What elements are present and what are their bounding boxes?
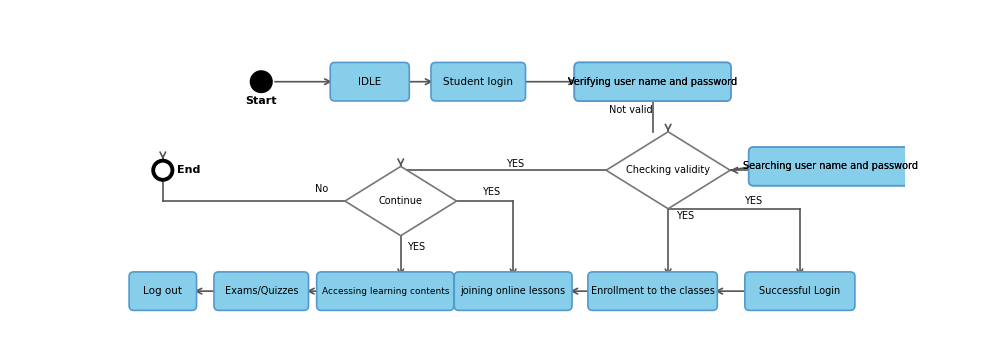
Text: Verifying user name and password: Verifying user name and password (568, 77, 738, 87)
Polygon shape (606, 132, 730, 209)
Text: End: End (177, 165, 200, 175)
FancyBboxPatch shape (745, 272, 855, 310)
Text: YES: YES (745, 196, 763, 206)
Circle shape (250, 71, 272, 93)
Text: joining online lessons: joining online lessons (460, 286, 566, 296)
Text: YES: YES (407, 242, 425, 252)
Text: Not valid: Not valid (609, 105, 652, 115)
FancyBboxPatch shape (749, 147, 913, 186)
Text: Successful Login: Successful Login (759, 286, 840, 296)
Text: YES: YES (482, 187, 500, 197)
Polygon shape (345, 166, 456, 236)
Text: Searching user name and password: Searching user name and password (744, 161, 919, 171)
FancyBboxPatch shape (331, 62, 409, 101)
Circle shape (156, 163, 170, 177)
Circle shape (152, 159, 174, 181)
FancyBboxPatch shape (574, 62, 731, 101)
Text: Log out: Log out (144, 286, 182, 296)
Text: Accessing learning contents: Accessing learning contents (322, 287, 449, 296)
FancyBboxPatch shape (129, 272, 197, 310)
Text: Start: Start (245, 95, 277, 105)
FancyBboxPatch shape (317, 272, 454, 310)
Text: Continue: Continue (379, 196, 423, 206)
FancyBboxPatch shape (588, 272, 718, 310)
FancyBboxPatch shape (574, 62, 731, 101)
Text: YES: YES (506, 159, 524, 169)
FancyBboxPatch shape (454, 272, 572, 310)
Text: YES: YES (676, 211, 694, 221)
Text: Enrollment to the classes: Enrollment to the classes (591, 286, 715, 296)
Text: Exams/Quizzes: Exams/Quizzes (224, 286, 298, 296)
Text: Checking validity: Checking validity (626, 165, 711, 175)
FancyBboxPatch shape (214, 272, 309, 310)
FancyBboxPatch shape (431, 62, 526, 101)
Text: Student login: Student login (443, 77, 514, 87)
Text: Searching user name and password: Searching user name and password (744, 161, 919, 171)
FancyBboxPatch shape (749, 147, 913, 186)
Text: IDLE: IDLE (358, 77, 381, 87)
Text: No: No (316, 184, 329, 194)
Text: Verifying user name and password: Verifying user name and password (568, 77, 738, 87)
